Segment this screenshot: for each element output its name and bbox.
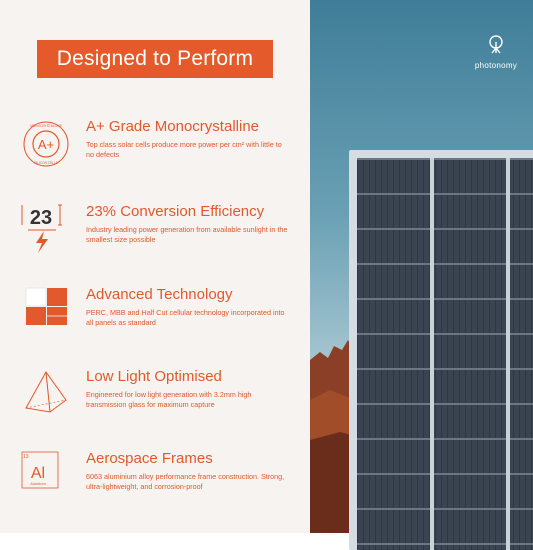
aluminium-element-icon: 13 Al Alumium	[21, 451, 59, 489]
feature-title: Advanced Technology	[86, 286, 233, 303]
efficiency-icon: 23	[21, 204, 62, 253]
cell-grid-icon	[25, 287, 67, 325]
prism-icon	[25, 371, 67, 413]
feature-efficiency: 23 23% Conversion Efficiency Industry le…	[20, 203, 310, 263]
feature-title: 23% Conversion Efficiency	[86, 203, 265, 220]
photonomy-logo-icon	[489, 35, 503, 54]
feature-title: A+ Grade Monocrystalline	[86, 118, 259, 135]
left-panel	[0, 0, 310, 533]
feature-desc: Engineered for low light generation with…	[86, 390, 252, 409]
headline-banner: Designed to Perform	[37, 40, 273, 78]
feature-title: Aerospace Frames	[86, 450, 213, 467]
feature-desc: Industry leading power generation from a…	[86, 225, 288, 244]
feature-desc: PERC, MBB and Half Cut cellular technolo…	[86, 308, 285, 327]
feature-desc: Top class solar cells produce more power…	[86, 140, 282, 159]
element-number: 13	[23, 454, 29, 460]
element-name: Alumium	[30, 481, 46, 486]
efficiency-number: 23	[30, 207, 52, 229]
feature-frames: 13 Al Alumium Aerospace Frames 6063 alum…	[20, 450, 310, 510]
badge-ring-bottom: SILICON CELLS	[34, 161, 58, 165]
solar-cells	[357, 158, 533, 550]
brand-logo: photonomy	[466, 34, 526, 70]
feature-low-light: Low Light Optimised Engineered for low l…	[20, 368, 310, 428]
feature-technology: Advanced Technology PERC, MBB and Half C…	[20, 286, 310, 346]
badge-letter: A+	[38, 137, 54, 152]
feature-title: Low Light Optimised	[86, 368, 222, 385]
feature-monocrystalline: A+ MONOCRYSTALLINE SILICON CELLS A+ Grad…	[20, 118, 310, 178]
solar-panel-image	[349, 150, 533, 550]
brand-name: photonomy	[474, 61, 518, 70]
feature-desc: 6063 aluminium alloy performance frame c…	[86, 472, 285, 491]
badge-ring-top: MONOCRYSTALLINE	[30, 124, 61, 128]
grade-badge-icon: A+ MONOCRYSTALLINE SILICON CELLS	[23, 121, 69, 167]
element-symbol: Al	[31, 465, 45, 482]
